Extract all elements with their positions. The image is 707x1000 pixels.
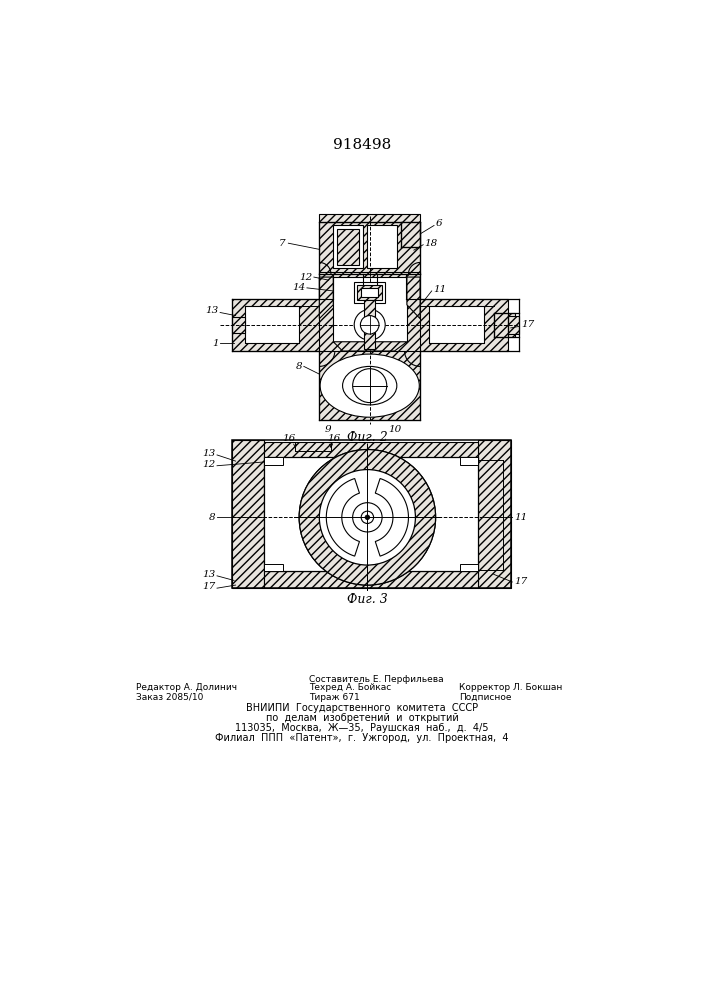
Bar bbox=[232, 440, 264, 588]
Text: ВНИИПИ  Государственного  комитета  СССР: ВНИИПИ Государственного комитета СССР bbox=[246, 703, 478, 713]
Circle shape bbox=[320, 470, 416, 565]
Text: Тираж 671: Тираж 671 bbox=[309, 693, 360, 702]
Text: 113035,  Москва,  Ж—35,  Раушская  наб.,  д.  4/5: 113035, Москва, Ж—35, Раушская наб., д. … bbox=[235, 723, 489, 733]
Text: Составитель Е. Перфильева: Составитель Е. Перфильева bbox=[309, 675, 444, 684]
Bar bbox=[402, 222, 420, 247]
Text: Редактор А. Долинич: Редактор А. Долинич bbox=[136, 683, 238, 692]
Bar bbox=[264, 457, 283, 465]
Text: 10: 10 bbox=[388, 425, 401, 434]
Bar bbox=[361, 288, 378, 297]
Bar bbox=[320, 272, 420, 351]
Circle shape bbox=[354, 309, 385, 340]
Text: Заказ 2085/10: Заказ 2085/10 bbox=[136, 693, 204, 702]
Text: 7: 7 bbox=[279, 239, 285, 248]
Circle shape bbox=[353, 503, 382, 532]
Text: 918498: 918498 bbox=[333, 138, 391, 152]
Text: 13: 13 bbox=[205, 306, 218, 315]
Bar bbox=[264, 564, 283, 571]
Bar bbox=[333, 225, 363, 268]
Text: Филиал  ППП  «Патент»,  г.  Ужгород,  ул.  Проектная,  4: Филиал ППП «Патент», г. Ужгород, ул. Про… bbox=[215, 733, 509, 743]
Bar bbox=[508, 316, 518, 334]
Bar bbox=[320, 349, 420, 420]
Polygon shape bbox=[407, 277, 420, 319]
Text: 9: 9 bbox=[325, 425, 331, 434]
Text: Техред А. Бойкас: Техред А. Бойкас bbox=[309, 683, 392, 692]
Polygon shape bbox=[327, 479, 359, 556]
Ellipse shape bbox=[343, 366, 397, 405]
Text: 6: 6 bbox=[436, 219, 442, 228]
Bar bbox=[264, 457, 478, 571]
Bar bbox=[368, 225, 397, 268]
Bar bbox=[232, 299, 321, 351]
Text: 13: 13 bbox=[202, 570, 216, 579]
Bar bbox=[232, 317, 245, 333]
Polygon shape bbox=[320, 277, 333, 319]
Bar bbox=[245, 306, 299, 343]
Text: Фиг. 3: Фиг. 3 bbox=[347, 593, 387, 606]
Circle shape bbox=[353, 369, 387, 403]
Bar bbox=[357, 285, 382, 300]
Circle shape bbox=[299, 450, 436, 585]
Circle shape bbox=[299, 450, 436, 585]
Polygon shape bbox=[375, 479, 409, 556]
Bar bbox=[478, 440, 510, 588]
Text: 17: 17 bbox=[521, 320, 534, 329]
Bar bbox=[320, 222, 420, 274]
Text: 11: 11 bbox=[433, 285, 447, 294]
Bar bbox=[494, 312, 515, 337]
Text: 8: 8 bbox=[296, 362, 303, 371]
Bar bbox=[320, 214, 420, 222]
Text: 12: 12 bbox=[202, 460, 216, 469]
Text: 1: 1 bbox=[212, 339, 218, 348]
Bar bbox=[364, 300, 375, 349]
Bar bbox=[337, 229, 359, 265]
Text: 17: 17 bbox=[202, 582, 216, 591]
Text: 13: 13 bbox=[202, 449, 216, 458]
Text: по  делам  изобретений  и  открытий: по делам изобретений и открытий bbox=[266, 713, 458, 723]
Text: 16: 16 bbox=[283, 434, 296, 443]
Bar bbox=[264, 571, 478, 588]
Text: 16: 16 bbox=[327, 434, 341, 443]
Bar bbox=[429, 306, 484, 343]
Ellipse shape bbox=[320, 354, 419, 417]
Bar bbox=[460, 457, 478, 465]
Text: Фиг. 2: Фиг. 2 bbox=[347, 431, 387, 444]
Polygon shape bbox=[333, 342, 407, 351]
Bar bbox=[264, 442, 478, 459]
Bar bbox=[333, 277, 407, 342]
Circle shape bbox=[361, 511, 373, 523]
Text: 8: 8 bbox=[209, 513, 216, 522]
Text: 14: 14 bbox=[292, 283, 305, 292]
Text: Корректор Л. Бокшан: Корректор Л. Бокшан bbox=[459, 683, 562, 692]
Text: Подписное: Подписное bbox=[459, 693, 511, 702]
Text: 12: 12 bbox=[299, 273, 312, 282]
Bar bbox=[419, 299, 508, 351]
Bar bbox=[232, 440, 510, 588]
Bar bbox=[354, 282, 385, 303]
Circle shape bbox=[365, 515, 370, 520]
Text: 18: 18 bbox=[424, 239, 437, 248]
Bar bbox=[460, 564, 478, 571]
Circle shape bbox=[361, 316, 379, 334]
Text: 11: 11 bbox=[514, 513, 527, 522]
Text: 17: 17 bbox=[514, 578, 527, 586]
